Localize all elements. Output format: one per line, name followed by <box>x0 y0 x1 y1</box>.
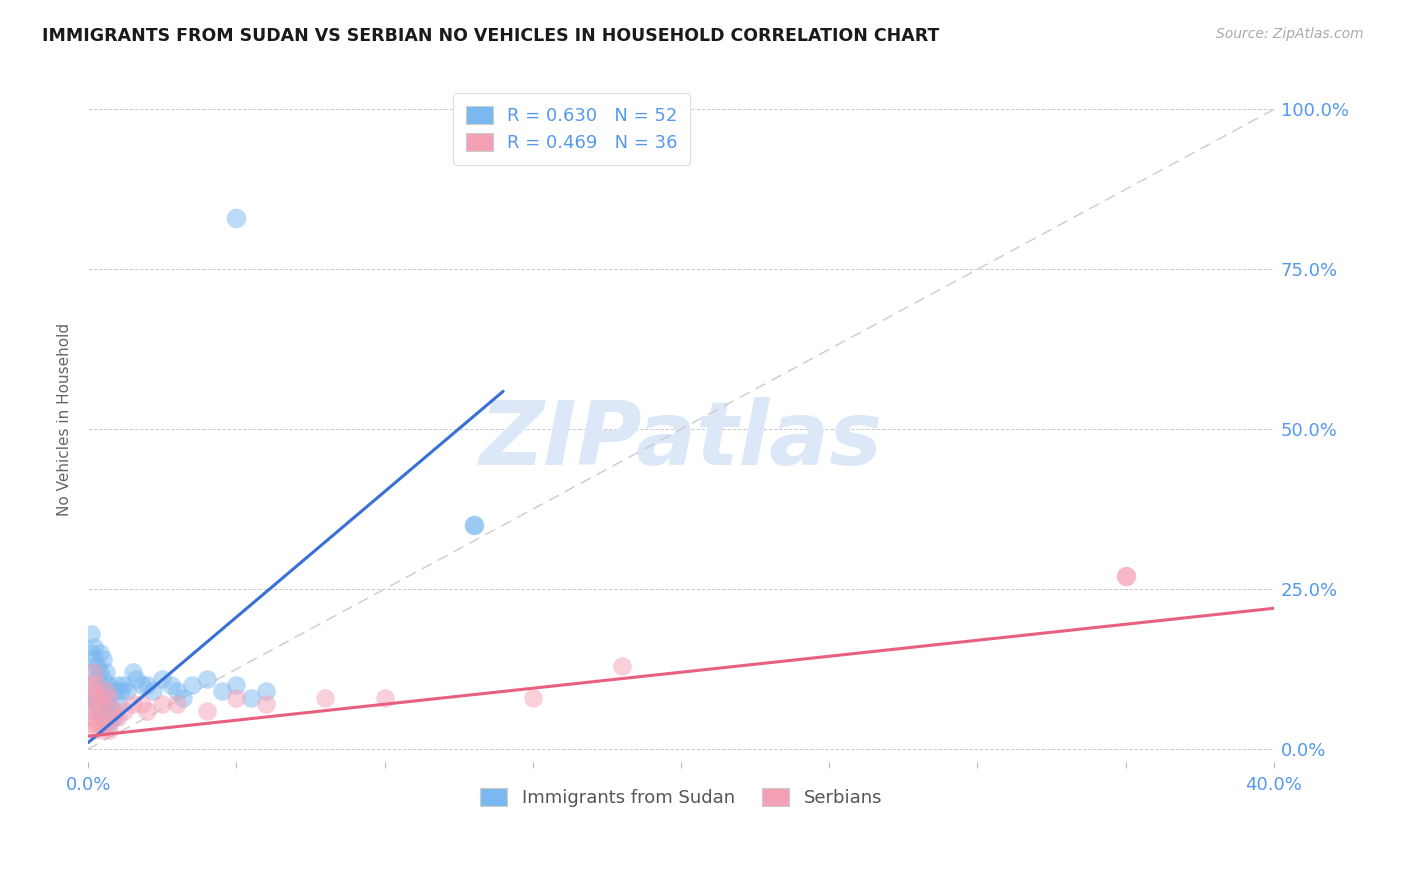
Point <box>1115 569 1137 583</box>
Point <box>254 697 277 711</box>
Point <box>112 678 135 692</box>
Point <box>94 716 117 731</box>
Point <box>254 684 277 698</box>
Point <box>240 690 263 705</box>
Point <box>124 672 146 686</box>
Point <box>83 640 105 654</box>
Point <box>463 518 485 533</box>
Point <box>83 684 105 698</box>
Point <box>91 672 114 686</box>
Point <box>80 678 103 692</box>
Point <box>86 658 108 673</box>
Point <box>80 710 103 724</box>
Point <box>131 697 153 711</box>
Point <box>89 690 111 705</box>
Point <box>91 723 114 737</box>
Point <box>314 690 336 705</box>
Point <box>195 704 218 718</box>
Y-axis label: No Vehicles in Household: No Vehicles in Household <box>58 323 72 516</box>
Point <box>101 684 124 698</box>
Point <box>104 684 127 698</box>
Point <box>142 684 165 698</box>
Point <box>91 697 114 711</box>
Point <box>89 704 111 718</box>
Point <box>86 716 108 731</box>
Point <box>83 652 105 666</box>
Point <box>97 723 120 737</box>
Point <box>83 704 105 718</box>
Point <box>107 678 129 692</box>
Point <box>136 678 159 692</box>
Text: ZIPatlas: ZIPatlas <box>479 397 883 483</box>
Point <box>110 684 132 698</box>
Point <box>115 684 138 698</box>
Point <box>150 672 173 686</box>
Point <box>131 678 153 692</box>
Point <box>107 710 129 724</box>
Point <box>166 697 188 711</box>
Point <box>83 690 105 705</box>
Point <box>89 710 111 724</box>
Point <box>522 690 544 705</box>
Point <box>104 710 127 724</box>
Point <box>97 697 120 711</box>
Point <box>136 704 159 718</box>
Point <box>94 665 117 680</box>
Point <box>89 665 111 680</box>
Point <box>94 684 117 698</box>
Point <box>86 697 108 711</box>
Point <box>91 652 114 666</box>
Point <box>166 684 188 698</box>
Point <box>112 704 135 718</box>
Point <box>121 665 143 680</box>
Point <box>83 704 105 718</box>
Point <box>94 716 117 731</box>
Point <box>91 710 114 724</box>
Legend: Immigrants from Sudan, Serbians: Immigrants from Sudan, Serbians <box>472 780 889 814</box>
Point <box>80 646 103 660</box>
Point <box>121 697 143 711</box>
Point <box>101 710 124 724</box>
Point <box>1115 569 1137 583</box>
Point <box>463 518 485 533</box>
Point <box>160 678 183 692</box>
Point <box>83 678 105 692</box>
Point <box>91 690 114 705</box>
Point <box>89 684 111 698</box>
Text: IMMIGRANTS FROM SUDAN VS SERBIAN NO VEHICLES IN HOUSEHOLD CORRELATION CHART: IMMIGRANTS FROM SUDAN VS SERBIAN NO VEHI… <box>42 27 939 45</box>
Point <box>86 697 108 711</box>
Point <box>225 690 247 705</box>
Point <box>101 704 124 718</box>
Point <box>86 678 108 692</box>
Point <box>211 684 233 698</box>
Point <box>107 697 129 711</box>
Point <box>97 690 120 705</box>
Point <box>97 678 120 692</box>
Point <box>94 697 117 711</box>
Point <box>89 646 111 660</box>
Point <box>225 211 247 226</box>
Point <box>83 665 105 680</box>
Point <box>225 678 247 692</box>
Point <box>80 690 103 705</box>
Point <box>83 723 105 737</box>
Point <box>195 672 218 686</box>
Point <box>80 627 103 641</box>
Point <box>610 658 633 673</box>
Text: Source: ZipAtlas.com: Source: ZipAtlas.com <box>1216 27 1364 41</box>
Point <box>104 704 127 718</box>
Point <box>80 716 103 731</box>
Point <box>97 716 120 731</box>
Point <box>94 684 117 698</box>
Point <box>172 690 194 705</box>
Point <box>80 690 103 705</box>
Point <box>150 697 173 711</box>
Point <box>180 678 202 692</box>
Point <box>86 672 108 686</box>
Point <box>80 665 103 680</box>
Point <box>374 690 396 705</box>
